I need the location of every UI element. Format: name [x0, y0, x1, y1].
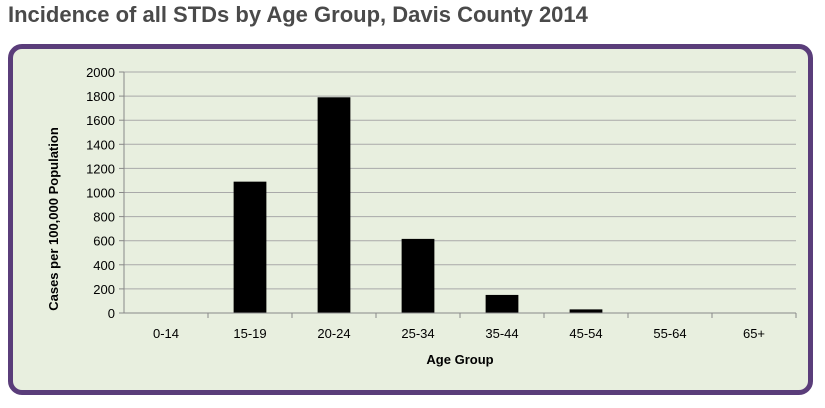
x-tick-label: 15-19	[233, 326, 266, 341]
x-tick-label: 0-14	[153, 326, 179, 341]
y-tick-label: 1600	[86, 113, 115, 128]
bar-25-34	[401, 238, 435, 313]
y-tick-label: 400	[93, 258, 115, 273]
y-axis-title: Cases per 100,000 Population	[46, 127, 61, 311]
y-tick-label: 1000	[86, 186, 115, 201]
y-tick-label: 1200	[86, 161, 115, 176]
y-tick-label: 600	[93, 234, 115, 249]
bar-15-19	[233, 181, 267, 313]
x-tick-label: 45-54	[569, 326, 602, 341]
y-tick-label: 0	[108, 306, 115, 321]
x-tick-label: 25-34	[401, 326, 434, 341]
gridlines	[124, 71, 796, 290]
bar-chart: 0 200 400 600 800 1000 1200 1400 1600 1800 2000 0-…	[46, 65, 797, 367]
axes	[119, 71, 797, 318]
y-tick-label: 200	[93, 282, 115, 297]
chart-frame: 0 200 400 600 800 1000 1200 1400 1600 1800 2000 0-…	[8, 44, 813, 395]
bar-35-44	[485, 294, 519, 313]
x-tick-label: 20-24	[317, 326, 350, 341]
x-tick-label: 35-44	[485, 326, 518, 341]
x-tick-label: 55-64	[653, 326, 686, 341]
x-tick-label: 65+	[743, 326, 765, 341]
bar-20-24	[317, 97, 351, 314]
bars	[233, 97, 603, 314]
page-title: Incidence of all STDs by Age Group, Davi…	[8, 2, 588, 27]
y-tick-label: 1800	[86, 89, 115, 104]
bar-45-54	[569, 309, 603, 313]
y-tick-label: 800	[93, 210, 115, 225]
y-tick-labels: 0 200 400 600 800 1000 1200 1400 1600 1800 2000	[86, 65, 115, 321]
y-tick-label: 2000	[86, 65, 115, 80]
y-tick-label: 1400	[86, 137, 115, 152]
x-tick-labels: 0-14 15-19 20-24 25-34 35-44 45-54 55-64 65+	[153, 326, 765, 341]
x-axis-title: Age Group	[426, 352, 493, 367]
